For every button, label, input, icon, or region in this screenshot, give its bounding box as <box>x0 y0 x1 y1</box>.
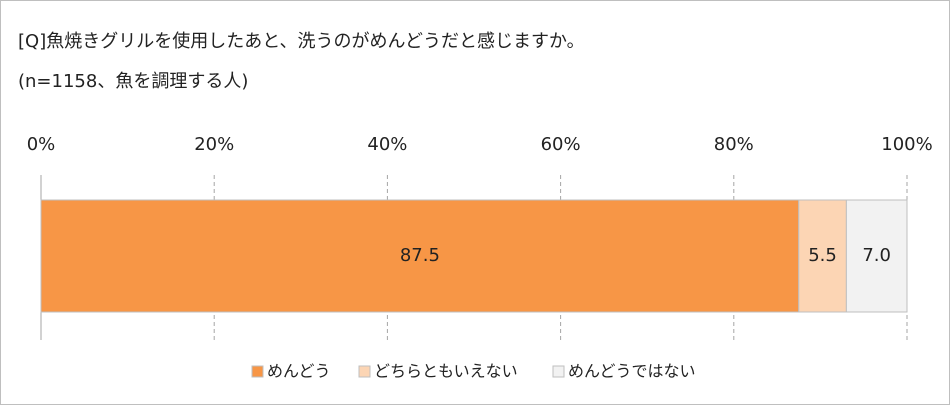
x-tick-label: 0% <box>27 134 56 155</box>
data-label: 5.5 <box>808 245 837 266</box>
legend-label: めんどうではない <box>568 362 696 381</box>
bar-segment <box>845 199 908 313</box>
legend-marker <box>251 365 264 378</box>
x-tick-label: 80% <box>714 134 754 155</box>
bar-segment <box>798 199 847 313</box>
x-tick-label: 20% <box>194 134 234 155</box>
legend-label: どちらともいえない <box>374 362 518 381</box>
chart-subtitle: (n=1158、魚を調理する人) <box>18 71 248 92</box>
legend-label: めんどう <box>267 362 331 381</box>
legend-marker <box>358 365 371 378</box>
x-tick-label: 40% <box>367 134 407 155</box>
x-tick-label: 60% <box>541 134 581 155</box>
x-tick-label: 100% <box>881 134 932 155</box>
data-label: 87.5 <box>400 245 440 266</box>
chart-title: [Q]魚焼きグリルを使用したあと、洗うのがめんどうだと感じますか。 <box>18 31 585 52</box>
data-label: 7.0 <box>862 245 891 266</box>
legend-marker <box>552 365 565 378</box>
bar-segment <box>40 199 800 313</box>
